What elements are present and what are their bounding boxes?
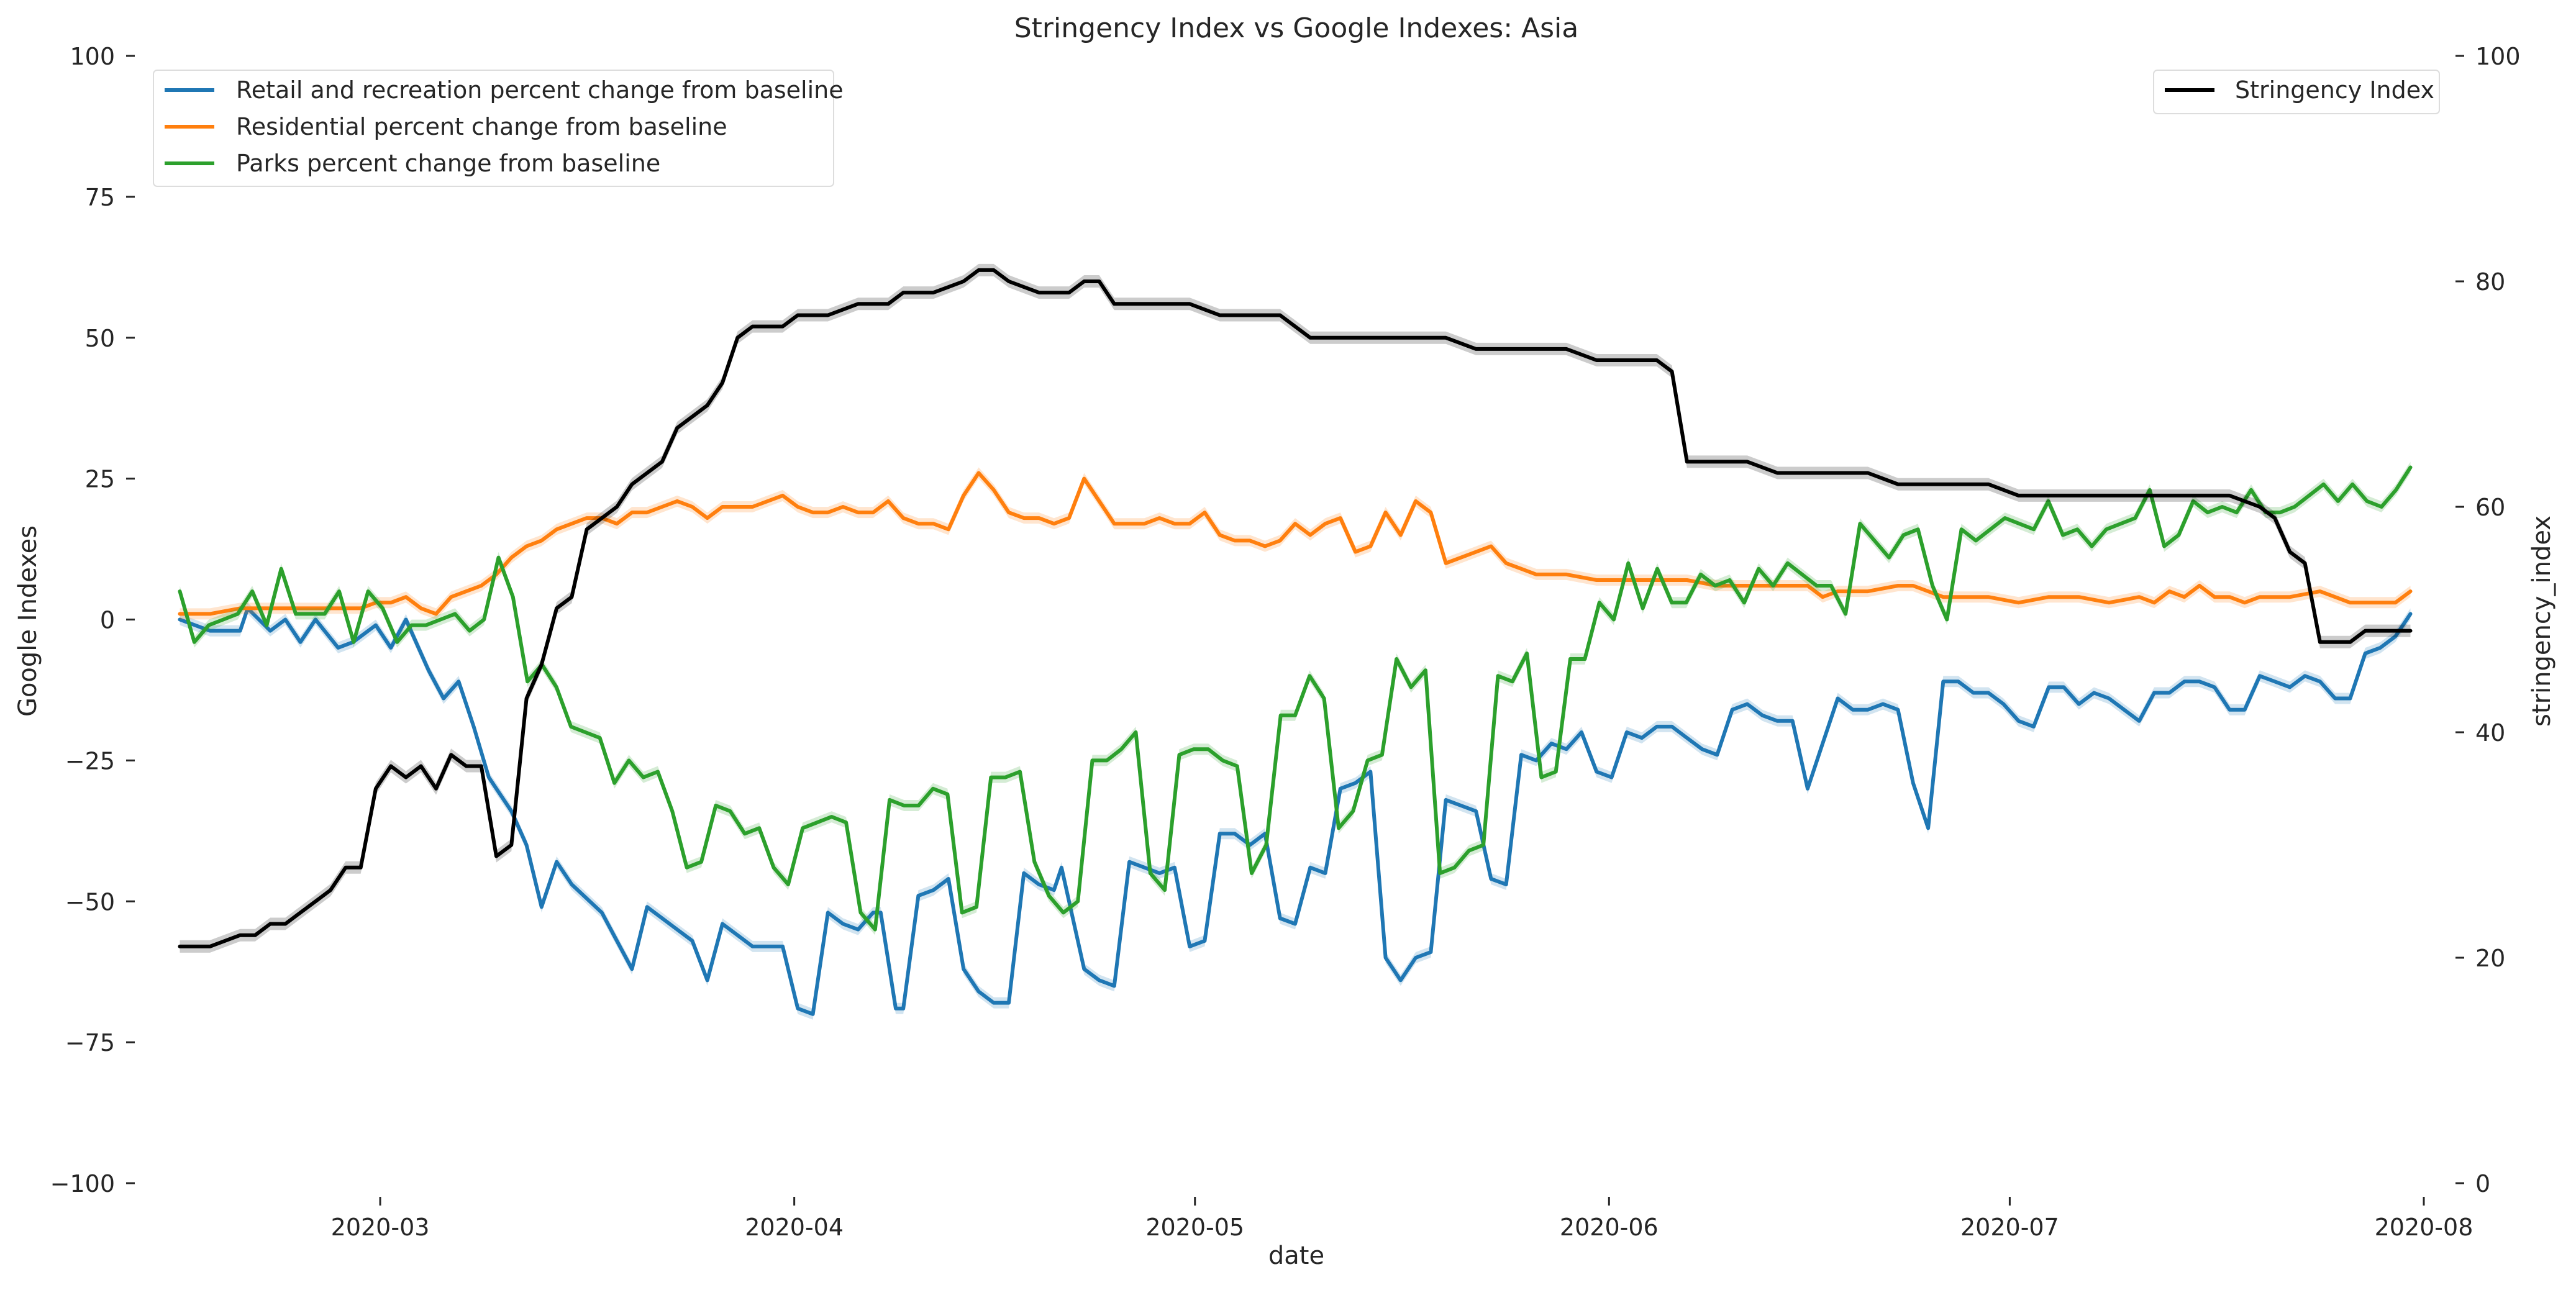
- y-tick-label-left: 100: [70, 43, 115, 70]
- x-ticks: 2020-03 2020-04 2020-05 2020-06 2020-07 2020-…: [331, 1197, 2474, 1241]
- y-tick-label-left: −25: [65, 747, 115, 774]
- y-tick-label-right: 60: [2475, 494, 2505, 521]
- legend-label-residential: Residential percent change from baseline: [236, 113, 727, 140]
- legend-right: Stringency Index: [2153, 70, 2440, 114]
- y-tick-label-left: −50: [65, 888, 115, 915]
- y-tick-label-right: 0: [2475, 1170, 2490, 1197]
- y-tick-label-left: 0: [100, 607, 115, 634]
- x-tick-label: 2020-03: [331, 1214, 430, 1241]
- chart-title: Stringency Index vs Google Indexes: Asia: [1014, 12, 1579, 44]
- y-tick-label-left: 75: [85, 184, 115, 211]
- x-axis-label: date: [1268, 1242, 1324, 1270]
- y-axis-label-right: stringency_index: [2528, 516, 2556, 727]
- x-tick-label: 2020-04: [745, 1214, 844, 1241]
- y-tick-label-right: 80: [2475, 268, 2505, 296]
- y-tick-label-left: −75: [65, 1029, 115, 1056]
- series-line-0: [178, 606, 2413, 1016]
- legend-label-retail: Retail and recreation percent change fro…: [236, 76, 844, 104]
- series-band-0: [180, 602, 2411, 1020]
- y-ticks-left: 100 75 50 25 0 −25 −50 −75 −100: [50, 43, 135, 1197]
- x-tick-label: 2020-07: [1960, 1214, 2059, 1241]
- series-band-2: [180, 461, 2411, 935]
- legend-left: Retail and recreation percent change fro…: [153, 70, 844, 187]
- y-tick-label-left: 25: [85, 466, 115, 493]
- plot-series: [178, 263, 2413, 1020]
- legend-right-frame: [2153, 70, 2440, 114]
- y-tick-label-left: 50: [85, 325, 115, 352]
- x-tick-label: 2020-05: [1145, 1214, 1244, 1241]
- y-ticks-right: 100 80 60 40 20 0: [2455, 43, 2521, 1197]
- x-tick-label: 2020-08: [2375, 1214, 2474, 1241]
- y-tick-label-right: 20: [2475, 945, 2505, 972]
- x-tick-label: 2020-06: [1560, 1214, 1659, 1241]
- series-line-1: [178, 471, 2413, 616]
- y-tick-label-right: 100: [2475, 43, 2521, 70]
- y-axis-label-left: Google Indexes: [14, 525, 42, 717]
- legend-label-parks: Parks percent change from baseline: [236, 150, 660, 177]
- series-line-3: [178, 268, 2413, 948]
- legend-label-stringency: Stringency Index: [2235, 76, 2434, 104]
- legend-left-frame: [153, 70, 834, 187]
- y-tick-label-right: 40: [2475, 719, 2505, 747]
- series-line-2: [178, 465, 2413, 932]
- y-tick-label-left: −100: [50, 1170, 115, 1197]
